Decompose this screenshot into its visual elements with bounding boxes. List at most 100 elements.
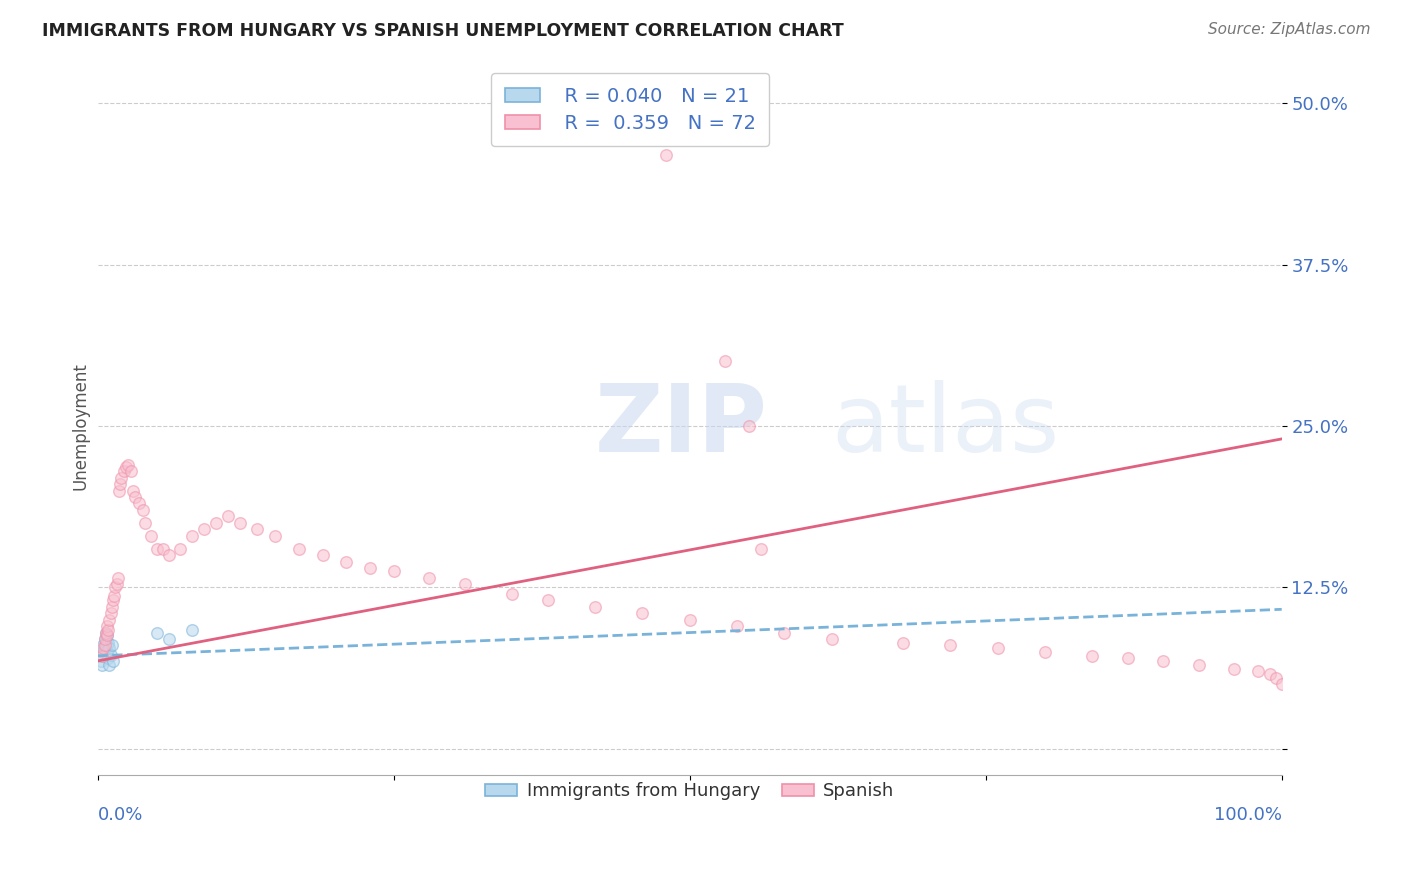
- Point: [93, 639, 115, 653]
- Point: [128, 496, 150, 510]
- Text: ZIP: ZIP: [595, 380, 768, 472]
- Point: [124, 490, 146, 504]
- Point: [335, 555, 357, 569]
- Text: 100.0%: 100.0%: [1213, 806, 1282, 824]
- Point: [536, 593, 558, 607]
- Point: [104, 580, 127, 594]
- Point: [101, 599, 124, 614]
- Point: [193, 522, 215, 536]
- Point: [96, 643, 118, 657]
- Point: [181, 623, 204, 637]
- Point: [264, 529, 287, 543]
- Point: [90, 654, 112, 668]
- Point: [891, 636, 914, 650]
- Point: [738, 419, 761, 434]
- Point: [91, 648, 114, 663]
- Point: [749, 541, 772, 556]
- Point: [583, 599, 606, 614]
- Point: [108, 477, 131, 491]
- Point: [97, 623, 120, 637]
- Point: [93, 639, 115, 653]
- Point: [103, 590, 125, 604]
- Point: [169, 541, 191, 556]
- Point: [91, 657, 114, 672]
- Point: [107, 571, 129, 585]
- Text: IMMIGRANTS FROM HUNGARY VS SPANISH UNEMPLOYMENT CORRELATION CHART: IMMIGRANTS FROM HUNGARY VS SPANISH UNEMP…: [42, 22, 844, 40]
- Point: [157, 632, 180, 646]
- Point: [101, 639, 124, 653]
- Point: [98, 613, 121, 627]
- Point: [96, 628, 118, 642]
- Point: [108, 483, 131, 498]
- Point: [655, 148, 678, 162]
- Point: [101, 593, 124, 607]
- Text: Source: ZipAtlas.com: Source: ZipAtlas.com: [1208, 22, 1371, 37]
- Point: [939, 639, 962, 653]
- Point: [94, 625, 117, 640]
- Point: [120, 464, 142, 478]
- Point: [101, 654, 124, 668]
- Point: [146, 625, 169, 640]
- Point: [217, 509, 239, 524]
- Point: [1033, 645, 1056, 659]
- Point: [110, 470, 132, 484]
- Point: [1264, 671, 1286, 685]
- Point: [205, 516, 228, 530]
- Point: [96, 619, 118, 633]
- Point: [100, 606, 122, 620]
- Point: [1188, 657, 1211, 672]
- Point: [359, 561, 381, 575]
- Point: [1152, 654, 1174, 668]
- Point: [228, 516, 250, 530]
- Point: [1223, 662, 1246, 676]
- Point: [98, 657, 121, 672]
- Point: [93, 641, 115, 656]
- Point: [773, 625, 796, 640]
- Point: [631, 606, 654, 620]
- Point: [382, 564, 405, 578]
- Point: [112, 464, 135, 478]
- Point: [157, 548, 180, 562]
- Point: [96, 628, 118, 642]
- Point: [288, 541, 311, 556]
- Point: [122, 483, 145, 498]
- Point: [1271, 677, 1294, 691]
- Point: [93, 632, 115, 646]
- Legend: Immigrants from Hungary, Spanish: Immigrants from Hungary, Spanish: [478, 775, 901, 807]
- Point: [93, 632, 115, 646]
- Point: [501, 587, 523, 601]
- Point: [311, 548, 333, 562]
- Point: [246, 522, 269, 536]
- Point: [1258, 666, 1281, 681]
- Point: [679, 613, 702, 627]
- Point: [93, 641, 115, 656]
- Point: [453, 576, 475, 591]
- Point: [115, 460, 138, 475]
- Point: [821, 632, 844, 646]
- Point: [152, 541, 174, 556]
- Y-axis label: Unemployment: Unemployment: [72, 362, 89, 490]
- Point: [94, 634, 117, 648]
- Point: [714, 354, 737, 368]
- Point: [117, 458, 139, 472]
- Point: [91, 648, 114, 663]
- Point: [100, 648, 122, 662]
- Point: [725, 619, 748, 633]
- Point: [94, 625, 117, 640]
- Point: [97, 651, 120, 665]
- Point: [105, 576, 128, 591]
- Point: [1116, 651, 1139, 665]
- Point: [134, 516, 156, 530]
- Point: [181, 529, 204, 543]
- Point: [146, 541, 169, 556]
- Point: [418, 571, 440, 585]
- Point: [1081, 648, 1104, 663]
- Text: atlas: atlas: [832, 380, 1060, 472]
- Point: [1247, 665, 1270, 679]
- Point: [986, 641, 1008, 656]
- Point: [139, 529, 162, 543]
- Point: [98, 641, 121, 656]
- Point: [93, 645, 115, 659]
- Point: [97, 636, 120, 650]
- Text: 0.0%: 0.0%: [97, 806, 143, 824]
